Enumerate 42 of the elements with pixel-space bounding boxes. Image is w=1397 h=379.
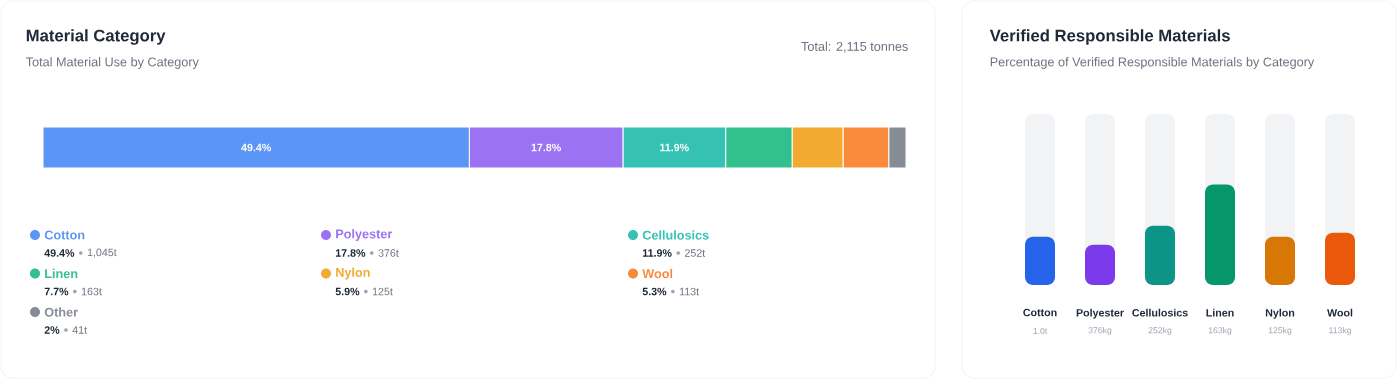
text: 252t xyxy=(685,249,706,257)
x-tick-label: Cellulosics xyxy=(1132,308,1188,317)
x-tick-label: Wool xyxy=(1327,308,1353,317)
text: 2% xyxy=(44,326,60,334)
x-tick-label: Nylon xyxy=(1265,308,1295,319)
text: 5.9% xyxy=(335,287,360,296)
text: 7.7% xyxy=(44,287,69,296)
legend-label: Linen xyxy=(45,268,78,279)
text: 1,045t xyxy=(87,248,117,258)
data-label: 17.8% xyxy=(531,143,561,152)
text: Cotton xyxy=(44,230,85,240)
chart-subtitle: Total Material Use by Category xyxy=(26,57,199,69)
text: 113t xyxy=(679,287,700,296)
text: 376kg xyxy=(1088,326,1112,336)
text: 125t xyxy=(372,287,393,296)
legend-label: Nylon xyxy=(336,267,370,280)
legend-label: Polyester xyxy=(336,229,393,241)
text: 17.8% xyxy=(335,249,366,257)
text: 1.0t xyxy=(1033,327,1048,335)
bar xyxy=(1085,244,1116,286)
text: 49.4% xyxy=(44,249,75,257)
text: 376t xyxy=(378,249,399,257)
text: Total: 2,115 tonnes xyxy=(801,41,908,53)
chart-title: Verified Responsible Materials xyxy=(989,29,1230,45)
x-tick-label: Cotton xyxy=(1023,308,1057,317)
text: 252kg xyxy=(1148,326,1172,336)
chart-subtitle: Percentage of Verified Responsible Materials by Category xyxy=(990,57,1315,69)
x-tick-label: Linen xyxy=(1206,308,1234,317)
text: 41t xyxy=(72,326,87,334)
text: 163t xyxy=(81,287,102,296)
text: 163kg xyxy=(1208,326,1232,336)
text: 125kg xyxy=(1268,326,1292,336)
legend-label: Other xyxy=(44,307,78,317)
text: 11.9% xyxy=(642,249,672,257)
legend-label: Cellulosics xyxy=(642,230,709,240)
chart-title: Material Category xyxy=(26,29,166,45)
data-label: 49.4% xyxy=(241,143,271,152)
x-tick-label: Polyester xyxy=(1076,308,1124,319)
text: 113kg xyxy=(1329,326,1351,336)
data-label: 11.9% xyxy=(660,143,689,152)
legend-label: Wool xyxy=(642,268,673,279)
text: 5.3% xyxy=(642,287,667,296)
